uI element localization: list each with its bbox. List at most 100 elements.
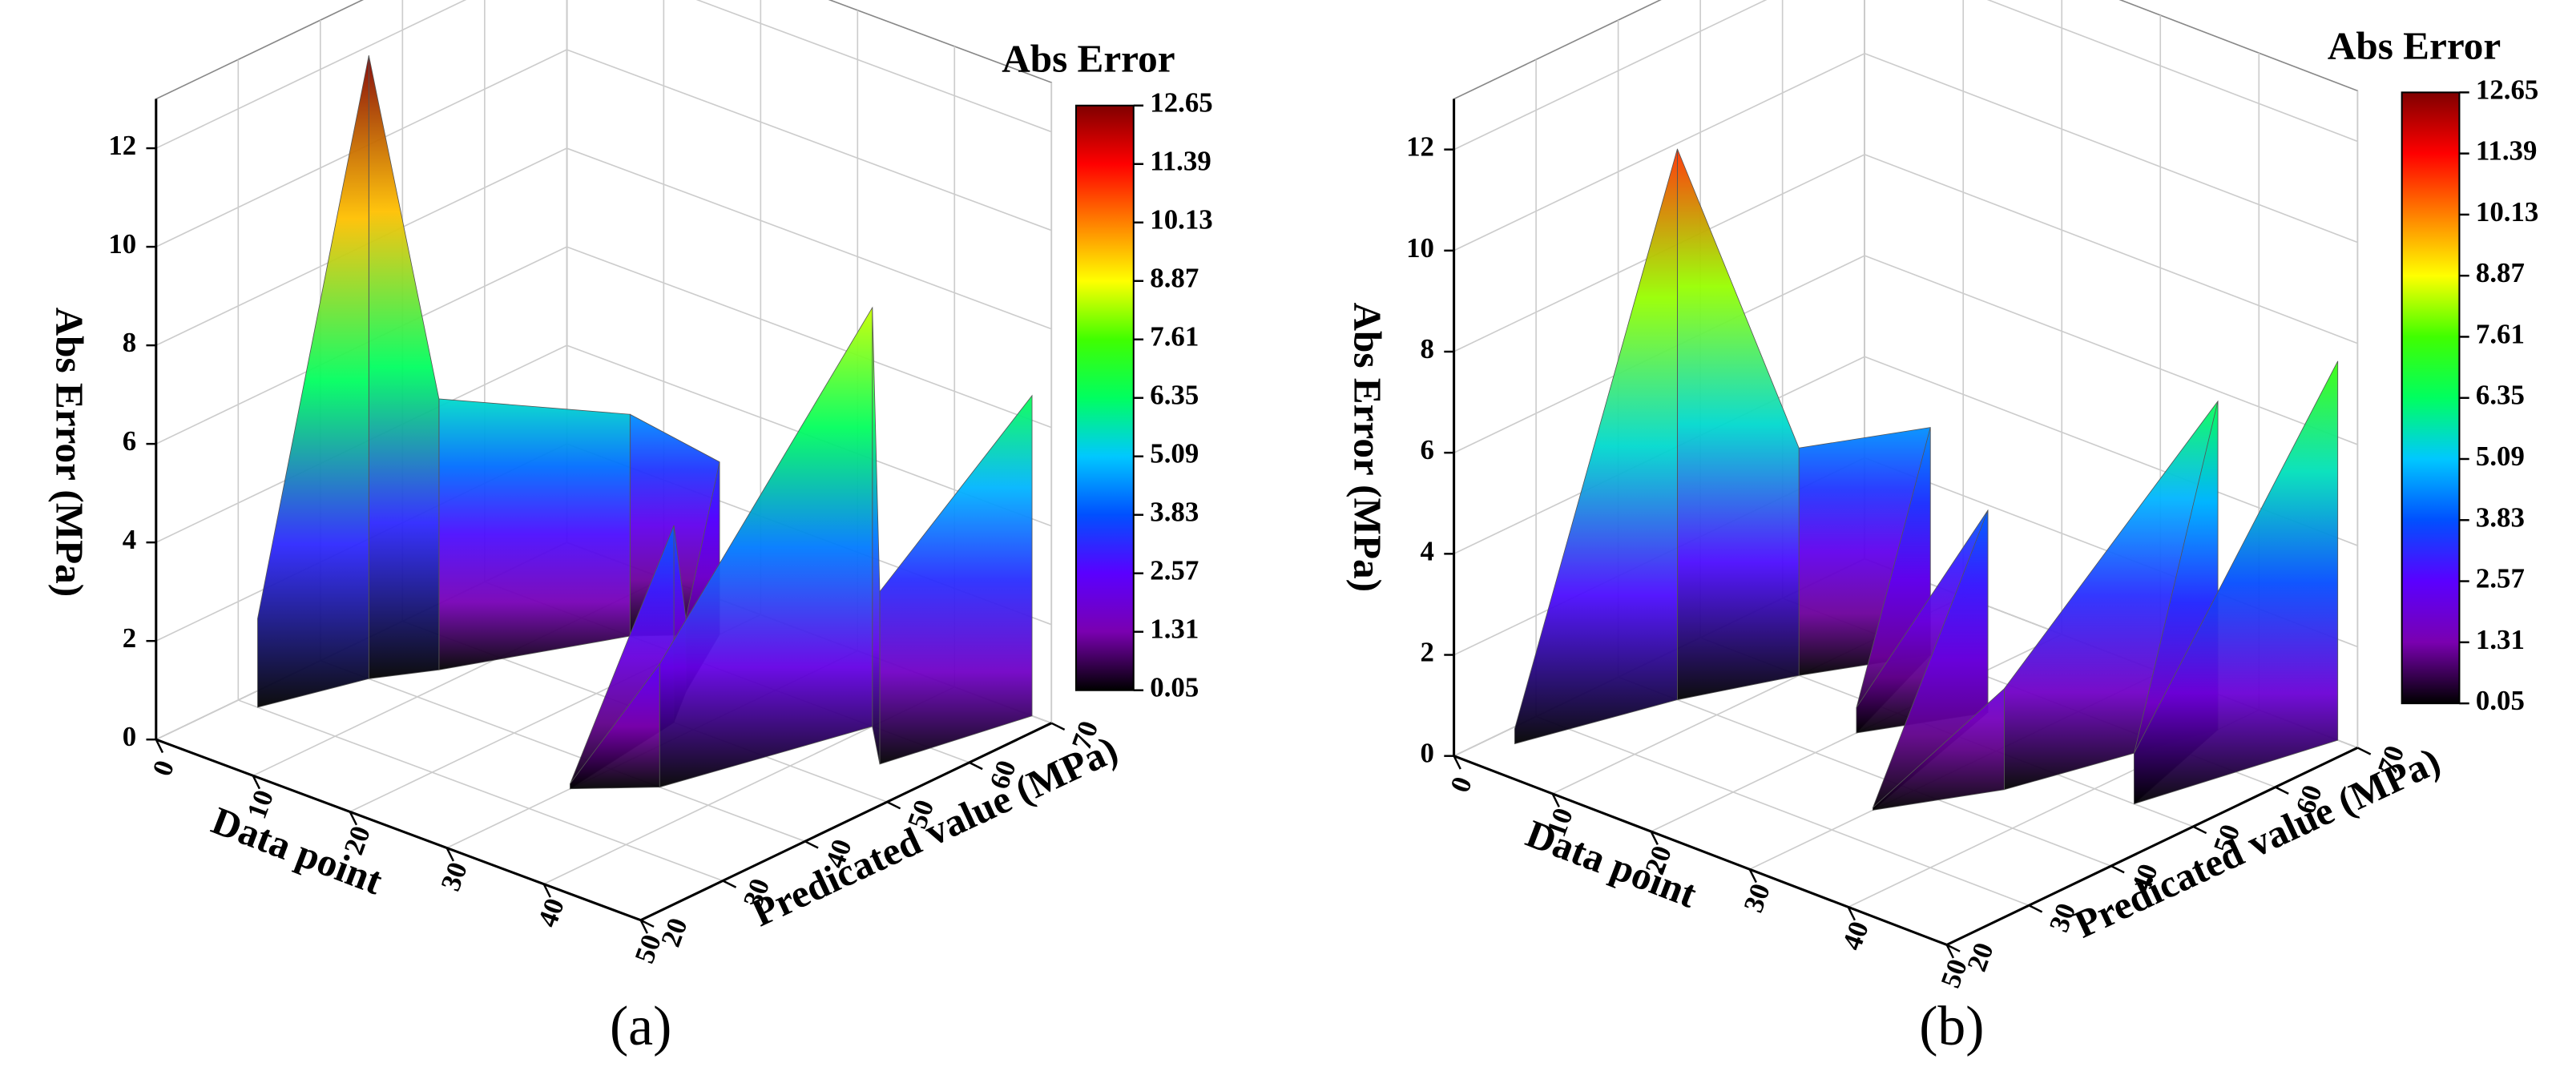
surface-facet xyxy=(879,394,1033,765)
surface-facet xyxy=(872,307,881,765)
x-tick xyxy=(639,920,648,934)
z-tick-label: 8 xyxy=(123,327,136,358)
y-tick xyxy=(2356,747,2372,755)
x-tick-label: 30 xyxy=(434,858,474,895)
colorbar-tick-label: 2.57 xyxy=(1150,555,1199,586)
y-tick xyxy=(2275,786,2289,795)
colorbar xyxy=(2401,91,2461,705)
y-tick xyxy=(1946,944,1961,952)
z-tick-label: 6 xyxy=(1421,434,1434,465)
colorbar-tick-label: 7.61 xyxy=(2476,318,2525,349)
colorbar-title: Abs Error xyxy=(2328,23,2501,67)
colorbar-tick-label: 5.09 xyxy=(1150,438,1199,469)
x-axis xyxy=(155,738,642,922)
colorbar-tick-label: 0.05 xyxy=(2476,685,2525,716)
z-tick-label: 10 xyxy=(1406,232,1434,264)
x-tick xyxy=(542,884,551,898)
z-tick-label: 2 xyxy=(1421,637,1434,668)
z-tick-label: 4 xyxy=(1421,535,1434,566)
grid-line xyxy=(1453,52,2358,252)
x-axis-label: Data point xyxy=(1520,811,1703,916)
surface-facet xyxy=(257,55,369,708)
surface-facet xyxy=(2134,360,2339,805)
x-tick-label: 0 xyxy=(146,756,180,780)
z-tick-label: 4 xyxy=(123,524,136,555)
colorbar-tick-label: 1.31 xyxy=(2476,624,2525,655)
y-axis-label: Predicated value (MPa) xyxy=(2068,739,2447,947)
surface-facet xyxy=(368,55,440,679)
colorbar-tick-label: 8.87 xyxy=(1150,263,1199,294)
surface-facet xyxy=(1873,687,2005,811)
z-axis-label: Abs Error (MPa) xyxy=(48,308,92,598)
x-tick xyxy=(252,775,261,790)
y-tick xyxy=(886,801,901,810)
z-tick-label: 0 xyxy=(123,721,136,752)
x-tick xyxy=(1748,868,1757,884)
y-tick xyxy=(722,880,737,888)
colorbar-tick-label: 1.31 xyxy=(1150,614,1199,645)
grid-line xyxy=(1453,0,2358,151)
x-tick xyxy=(1551,793,1560,807)
colorbar-tick-label: 10.13 xyxy=(2476,196,2538,227)
z-tick-label: 10 xyxy=(108,228,136,260)
grid-line xyxy=(155,0,1052,149)
colorbar-tick-label: 5.09 xyxy=(2476,441,2525,472)
colorbar xyxy=(1074,104,1135,691)
z-axis-label: Abs Error (MPa) xyxy=(1346,302,1390,592)
y-axis xyxy=(639,722,1052,922)
surface-facet xyxy=(438,398,631,670)
colorbar-tick-label: 6.35 xyxy=(2476,380,2525,411)
surface-facet xyxy=(1677,148,1800,701)
y-tick xyxy=(640,919,655,928)
x-tick xyxy=(155,739,164,754)
colorbar-tick-label: 10.13 xyxy=(1150,204,1212,236)
x-tick xyxy=(1945,944,1955,959)
panel-label: (a) xyxy=(610,996,671,1057)
x-tick-label: 0 xyxy=(1444,773,1478,797)
z-tick-label: 12 xyxy=(108,130,136,161)
grid-line xyxy=(237,59,724,882)
grid-line xyxy=(1453,255,2358,453)
x-tick xyxy=(349,811,358,826)
colorbar-title: Abs Error xyxy=(1002,37,1175,81)
y-tick xyxy=(2028,904,2043,913)
colorbar-tick-label: 12.65 xyxy=(1150,87,1212,119)
x-tick-label: 40 xyxy=(531,894,570,931)
surface-facet xyxy=(570,662,660,790)
y-tick xyxy=(2192,825,2207,835)
x-tick xyxy=(1650,831,1659,845)
x-tick-label: 30 xyxy=(1737,880,1776,916)
colorbar-tick-label: 11.39 xyxy=(2476,135,2537,167)
colorbar-tick-label: 2.57 xyxy=(2476,563,2525,594)
colorbar-tick-label: 12.65 xyxy=(2476,74,2538,105)
colorbar-tick-label: 11.39 xyxy=(1150,146,1211,177)
z-tick-label: 0 xyxy=(1421,738,1434,769)
y-axis xyxy=(1946,747,2358,946)
y-axis-label: Predicated value (MPa) xyxy=(745,727,1124,936)
grid-line xyxy=(155,49,1052,248)
panel-label: (b) xyxy=(1919,996,1984,1057)
surface-facet xyxy=(1514,148,1678,745)
y-tick xyxy=(1050,722,1066,731)
x-tick xyxy=(1847,906,1856,921)
y-tick xyxy=(804,840,819,849)
z-tick-label: 2 xyxy=(123,622,136,654)
colorbar-tick-label: 3.83 xyxy=(1150,497,1199,528)
colorbar-tick-label: 6.35 xyxy=(1150,380,1199,411)
colorbar-tick-label: 3.83 xyxy=(2476,501,2525,533)
z-tick-label: 12 xyxy=(1406,131,1434,163)
colorbar-tick-label: 7.61 xyxy=(1150,321,1199,352)
z-tick-label: 6 xyxy=(123,425,136,457)
y-tick xyxy=(2110,864,2125,874)
x-tick xyxy=(1453,755,1461,770)
colorbar-tick-label: 0.05 xyxy=(1150,672,1199,703)
y-tick xyxy=(969,761,983,771)
colorbar-tick-label: 8.87 xyxy=(2476,257,2525,288)
x-tick xyxy=(445,847,455,862)
grid-line xyxy=(1453,153,2358,352)
x-axis xyxy=(1453,755,1948,946)
x-tick-label: 40 xyxy=(1836,917,1875,954)
